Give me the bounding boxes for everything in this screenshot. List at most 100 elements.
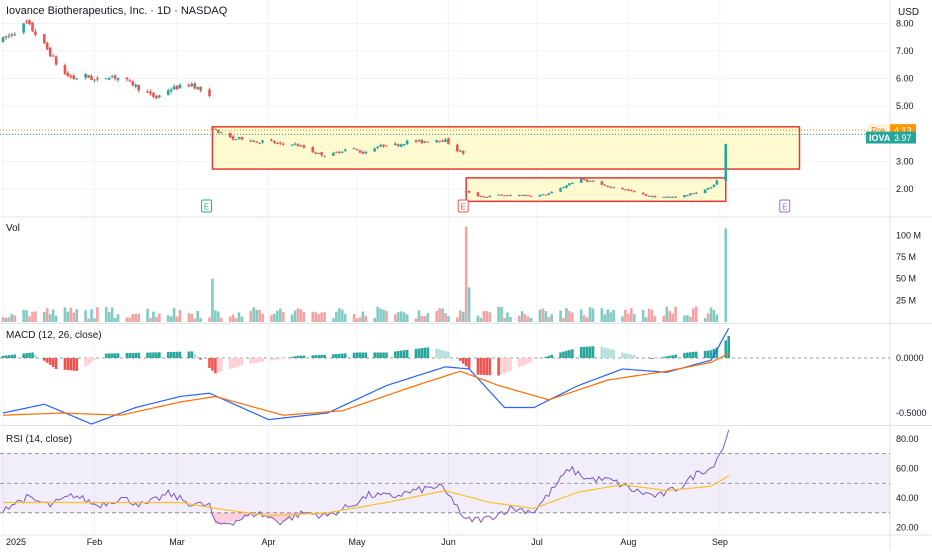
price-candle (250, 140, 253, 141)
macd-histogram-bar (214, 358, 217, 373)
macd-histogram-bar (303, 356, 306, 358)
price-candle (359, 150, 362, 152)
macd-histogram-bar (282, 358, 285, 359)
macd-histogram-bar (5, 355, 8, 358)
x-tick-label-7: Aug (620, 537, 636, 547)
volume-bar (111, 307, 114, 322)
price-candle (67, 73, 70, 76)
last-price-tag-label: IOVA (869, 133, 891, 143)
earnings-marker-0[interactable]: E (202, 200, 212, 212)
volume-bar (152, 312, 155, 322)
macd-histogram-bar (149, 353, 152, 359)
volume-bar (609, 312, 612, 322)
volume-bar (382, 310, 385, 322)
price-candle (167, 90, 170, 94)
price-candle (559, 188, 562, 191)
volume-bar (477, 316, 480, 322)
price-candle (311, 147, 314, 152)
volume-bar (568, 311, 571, 322)
macd-histogram-bar (527, 358, 530, 364)
price-candle (415, 140, 418, 141)
earnings-marker-1[interactable]: E (458, 200, 468, 212)
volume-bar (539, 310, 542, 322)
earnings-marker-2[interactable]: E (780, 200, 790, 212)
volume-bar (612, 310, 615, 322)
price-candle (344, 149, 347, 150)
price-candle (241, 137, 244, 139)
x-tick-label-3: Apr (261, 537, 275, 547)
price-candle (397, 144, 400, 146)
price-candle (503, 195, 506, 196)
price-tick-label-2: 6.00 (896, 74, 914, 84)
price-candle (583, 178, 586, 180)
macd-histogram-bar (64, 358, 67, 370)
volume-bar (173, 308, 176, 322)
volume-bar (191, 314, 194, 322)
price-candle (55, 56, 58, 64)
macd-histogram-bar (90, 358, 93, 362)
macd-histogram-bar (421, 348, 424, 358)
earnings-marker-label-2: E (782, 203, 787, 212)
price-candle (609, 187, 612, 188)
volume-bar (376, 307, 379, 322)
price-candle (191, 84, 194, 86)
volume-bar (132, 314, 135, 322)
macd-histogram-bar (686, 353, 689, 359)
volume-bar (55, 316, 58, 322)
volume-bar (394, 314, 397, 322)
macd-histogram-bar (400, 351, 403, 358)
volume-bar (25, 310, 28, 322)
macd-histogram-bar (397, 351, 400, 358)
macd-histogram-bar (403, 350, 406, 358)
volume-bar (217, 312, 220, 322)
macd-histogram-bar (459, 358, 462, 361)
volume-tick-label-1: 75 M (896, 252, 916, 262)
macd-histogram-bar (559, 352, 562, 358)
price-candle (648, 196, 651, 197)
macd-histogram-bar (550, 355, 553, 358)
macd-histogram-bar (704, 351, 707, 358)
macd-tick-label-1: -0.5000 (896, 408, 927, 418)
currency-label[interactable]: USD (898, 7, 919, 18)
price-candle (353, 148, 356, 149)
macd-histogram-bar (193, 354, 196, 358)
price-candle (320, 152, 323, 155)
volume-bar (488, 312, 491, 322)
macd-histogram-bar (630, 354, 633, 358)
macd-histogram-bar (627, 354, 630, 358)
volume-bar (67, 312, 70, 322)
price-candle (695, 193, 698, 194)
price-candle (90, 76, 93, 80)
macd-histogram-bar (31, 353, 34, 359)
volume-bar (335, 312, 338, 322)
macd-histogram-bar (671, 355, 674, 358)
macd-histogram-bar (539, 358, 542, 359)
volume-bar (49, 314, 52, 322)
macd-histogram-bar (314, 355, 317, 358)
price-candle (14, 34, 17, 35)
volume-bar (674, 307, 677, 322)
macd-histogram-bar (93, 358, 96, 360)
price-candle (427, 142, 430, 143)
price-candle (273, 141, 276, 143)
volume-bar (456, 317, 459, 322)
price-candle (270, 140, 273, 141)
x-tick-label-5: Jun (441, 537, 456, 547)
macd-histogram-bar (28, 353, 31, 358)
macd-histogram-bar (503, 358, 506, 373)
price-candle (300, 145, 303, 146)
macd-histogram-bar (633, 355, 636, 358)
macd-histogram-bar (692, 352, 695, 358)
price-candle (93, 79, 96, 80)
volume-bar (435, 311, 438, 322)
price-candle (665, 197, 668, 198)
macd-histogram-bar (500, 358, 503, 374)
macd-histogram-bar (382, 353, 385, 359)
macd-histogram-bar (146, 353, 149, 358)
price-candle (382, 145, 385, 147)
macd-histogram-bar (606, 348, 609, 358)
price-candle (447, 138, 450, 144)
volume-bar (586, 317, 589, 322)
price-candle (497, 195, 500, 196)
volume-tick-label-0: 100 M (896, 230, 921, 240)
